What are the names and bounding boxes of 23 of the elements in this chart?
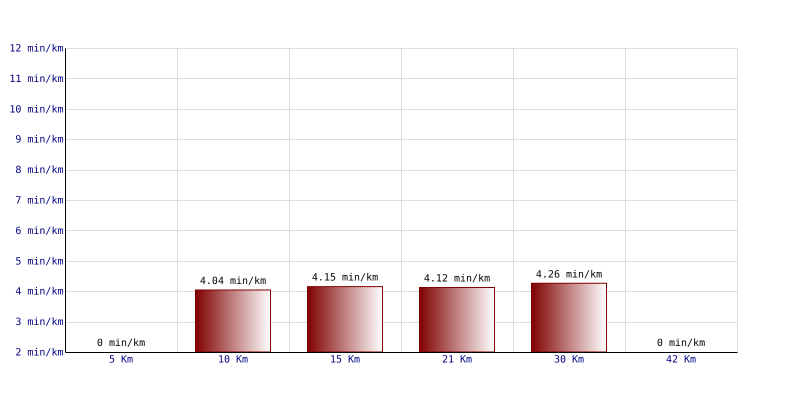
text: 0 min/km	[96, 338, 146, 349]
y-tick-label: 12 min/km	[9, 44, 64, 54]
y-tick-label: 6 min/km	[15, 226, 64, 237]
x-tick-label: 30 Km	[554, 354, 584, 366]
x-tick-label: 42 Km	[666, 354, 696, 366]
data-label: 4.12 min/km	[424, 274, 490, 285]
y-tick-label: 11 min/km	[9, 74, 64, 85]
y-tick-label: 9 min/km	[15, 134, 64, 146]
x-tick-label: 15 Km	[330, 354, 360, 366]
x-tick-label: 5 Km	[108, 354, 134, 366]
y-tick-label: 2 min/km	[15, 348, 64, 358]
y-tick-label: 10 min/km	[9, 104, 64, 116]
y-tick-label: 8 min/km	[15, 165, 64, 176]
x-tick-label: 21 Km	[442, 354, 472, 366]
data-label: 4.04 min/km	[200, 276, 266, 287]
data-label: 4.26 min/km	[536, 269, 602, 280]
data-label: 4.15 min/km	[312, 272, 378, 284]
y-tick-label: 3 min/km	[15, 317, 64, 328]
y-tick-label: 5 min/km	[15, 256, 64, 268]
x-tick-label: 10 Km	[218, 354, 248, 366]
y-tick-label: 7 min/km	[15, 196, 64, 206]
y-tick-label: 4 min/km	[15, 286, 64, 298]
text: 0 min/km	[656, 338, 706, 349]
